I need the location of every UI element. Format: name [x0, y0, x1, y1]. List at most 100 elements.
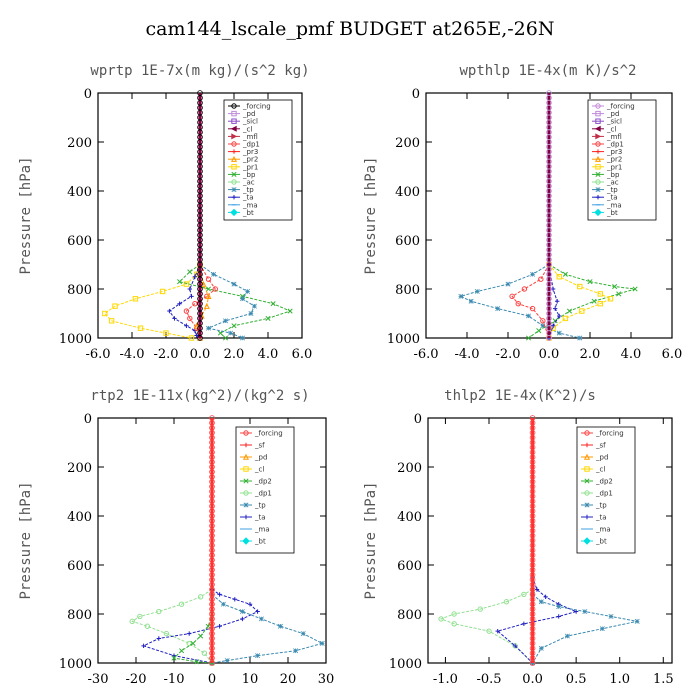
panel3-legend-label: _cl — [254, 466, 264, 474]
panel1-point — [265, 315, 271, 321]
panel1-point — [205, 293, 212, 300]
panel4-legend-marker — [583, 453, 591, 460]
panel2-point — [474, 288, 480, 294]
panel1-point — [240, 296, 245, 302]
panel2-point — [530, 271, 536, 277]
panel4-point — [599, 626, 605, 632]
panel1-legend-label: _pr1 — [242, 163, 258, 171]
panel4-legend-marker — [584, 466, 590, 472]
panel2-title: wpthlp 1E-4x(m K)/s^2 — [459, 63, 636, 79]
panel2-point — [597, 291, 603, 297]
panel4-legend-marker — [584, 430, 590, 436]
panel3-ytick-label: 200 — [67, 461, 92, 476]
panel3-ytick-label: 800 — [67, 608, 92, 623]
panel2-point — [529, 305, 536, 312]
panel2-point — [515, 301, 521, 307]
panel4-point — [538, 599, 544, 605]
panel1-ytick-label: 0 — [84, 87, 92, 102]
panel1-point — [231, 281, 237, 287]
panel4-frame — [427, 417, 673, 664]
panel4-legend-label: _ta — [595, 514, 607, 522]
panel2-legend-marker — [594, 125, 601, 132]
panel1-legend-label: _mfl — [242, 133, 258, 141]
panel3-point — [156, 608, 162, 615]
panel1-point — [102, 310, 108, 317]
panel2-point — [616, 291, 622, 297]
panel2-legend-marker — [595, 133, 602, 140]
panel2-point — [562, 271, 568, 277]
panel2-point — [550, 323, 556, 328]
panel4-legend-label: _sf — [595, 442, 606, 450]
panel1-title: wprtp 1E-7x(m kg)/(s^2 kg) — [90, 63, 309, 79]
panel4-legend-marker — [584, 478, 590, 484]
panel3-legend-box — [235, 426, 295, 554]
panel3-xtick-label: 30 — [318, 672, 335, 687]
panel3-point — [187, 631, 192, 636]
panel4-series_dp1 — [439, 589, 533, 664]
panel4-ytick-label: 0 — [414, 412, 422, 427]
panel4-point — [521, 621, 527, 626]
panel2-point — [552, 306, 558, 311]
panel2-legend-label: _bp — [606, 171, 620, 179]
panel2-xtick-label: -2.0 — [495, 347, 520, 362]
panel1-legend-label: _bt — [242, 209, 254, 217]
panel3-legend-label: _forcing — [254, 430, 283, 438]
panel3-point — [129, 618, 135, 625]
panel3-point — [258, 616, 264, 622]
panel4-ytick-label: 200 — [397, 461, 422, 476]
panel2-point — [526, 313, 531, 319]
panel3-point — [144, 623, 151, 629]
panel4-legend-marker — [584, 442, 590, 448]
panel2-legend-marker — [595, 179, 601, 185]
panel2-point — [591, 298, 597, 304]
panel2-point — [540, 318, 546, 324]
panel4-ytick-label: 800 — [397, 608, 422, 623]
panel4-ytick-label: 600 — [397, 559, 422, 574]
panel3-legend-label: _dp2 — [254, 478, 272, 486]
panel1-point — [240, 335, 245, 341]
panel1-point — [187, 315, 193, 322]
panel4-legend-label: _forcing — [595, 430, 624, 438]
panel1-ylabel: Pressure [hPa] — [18, 156, 34, 274]
panel1-xtick-label: 4.0 — [258, 347, 279, 362]
panel3-legend-label: _dp1 — [254, 490, 272, 498]
panel2-xtick-label: 4.0 — [621, 347, 642, 362]
panel2-point — [597, 301, 603, 307]
panel1-legend-label: _cl — [242, 125, 252, 133]
panel1-point — [205, 276, 212, 282]
panel1-legend-marker — [231, 179, 237, 185]
panel1-point — [248, 311, 254, 316]
panel1-point — [159, 288, 166, 295]
panel4-xtick-label: 0.0 — [522, 672, 543, 687]
panel2-point — [632, 286, 638, 292]
panel4-zero-marker — [529, 660, 536, 666]
panel1-point — [223, 318, 228, 324]
panel2-point — [458, 293, 464, 299]
panel1-point — [194, 333, 199, 338]
panel2-legend-marker — [595, 149, 601, 154]
panel3-legend-marker — [243, 442, 249, 448]
panel1-series_dp1 — [185, 264, 216, 339]
panel2-zero-marker — [546, 335, 552, 341]
panel1-legend-marker — [230, 155, 238, 162]
panel4-legend-box — [576, 426, 636, 554]
panel4-series_ta — [496, 577, 578, 664]
panel3-point — [224, 658, 230, 664]
panel4-legend-label: _dp2 — [595, 478, 613, 486]
panel1-xtick-label: 2.0 — [224, 347, 245, 362]
panel4-point — [634, 618, 640, 624]
panel2-ytick-label: 600 — [395, 234, 420, 249]
panel3-point — [156, 636, 161, 641]
panel2-legend-label: _pr2 — [606, 156, 622, 164]
panel1-legend-marker — [231, 118, 237, 124]
panel2-point — [612, 283, 618, 290]
panel1-ytick-label: 800 — [67, 283, 92, 298]
panel3-legend-marker — [243, 514, 249, 520]
panel3-point — [186, 640, 192, 647]
panel3-point — [239, 609, 245, 615]
panel4-legend-marker — [584, 490, 590, 496]
panel2-point — [566, 308, 573, 314]
panel3-xtick-label: -30 — [88, 672, 109, 687]
panel4-ytick-label: 1000 — [389, 657, 422, 672]
